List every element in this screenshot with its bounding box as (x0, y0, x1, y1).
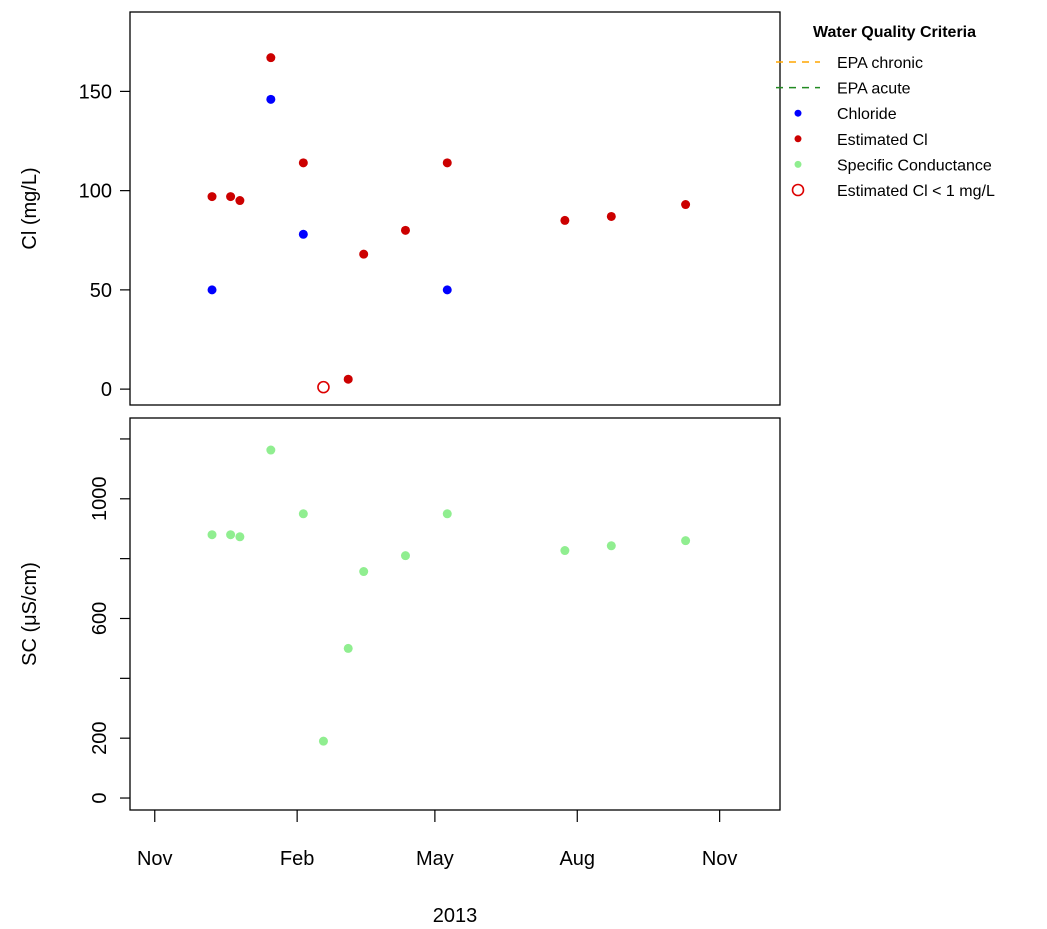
data-point (359, 249, 369, 259)
y-tick-label: 50 (90, 280, 112, 302)
data-point (359, 567, 369, 577)
x-axis-title: 2013 (433, 905, 478, 927)
legend-swatch-point (794, 109, 802, 117)
data-point-open (317, 380, 330, 394)
legend-label: Chloride (837, 106, 897, 123)
legend-label: EPA acute (837, 81, 911, 98)
data-point (681, 536, 691, 546)
y-tick-label: 1000 (89, 477, 111, 522)
x-tick-label: Nov (137, 848, 173, 870)
plot-frame (129, 11, 781, 406)
y-axis-title: Cl (mg/L) (19, 167, 41, 249)
legend-swatch-point (794, 160, 802, 168)
x-tick-label: Feb (280, 848, 314, 870)
legend-swatch-point (794, 135, 802, 143)
y-tick-label: 0 (101, 379, 112, 401)
data-point (681, 200, 691, 210)
data-point (207, 192, 217, 202)
data-point (266, 445, 276, 455)
y-tick-label: 200 (89, 721, 111, 754)
x-tick-label: Nov (702, 848, 738, 870)
legend-title: Water Quality Criteria (813, 24, 976, 41)
data-point (400, 551, 410, 561)
data-point (560, 546, 570, 556)
y-tick-label: 100 (79, 181, 112, 203)
data-point (442, 158, 452, 168)
data-point (442, 285, 452, 295)
data-point (298, 509, 308, 519)
data-point (235, 196, 245, 206)
data-point (318, 736, 328, 746)
data-point (207, 285, 217, 295)
data-point (298, 229, 308, 239)
data-point (560, 215, 570, 225)
plot-frame (129, 417, 781, 811)
x-tick-label: May (416, 848, 454, 870)
data-point (606, 211, 616, 221)
legend-label: EPA chronic (837, 55, 923, 72)
data-point (442, 509, 452, 519)
data-point (207, 530, 217, 540)
y-tick-label: 600 (89, 602, 111, 635)
data-point (343, 374, 353, 384)
data-point (266, 94, 276, 104)
data-point (343, 643, 353, 653)
legend-label: Specific Conductance (837, 157, 992, 174)
data-point (235, 532, 245, 542)
legend-label: Estimated Cl < 1 mg/L (837, 183, 995, 200)
data-point (226, 530, 236, 540)
y-axis-title: SC (μS/cm) (19, 562, 41, 666)
conductance-panel: 0 200 600 1000 SC (μS/cm) Nov Feb May Aug Nov 2013 (19, 417, 781, 927)
y-tick-label: 0 (89, 792, 111, 803)
data-point (226, 192, 236, 202)
chloride-panel: 0 50 100 150 Cl (mg/L) (19, 11, 781, 406)
legend-swatch-open-circle (791, 183, 805, 197)
y-tick-label: 150 (79, 81, 112, 103)
x-tick-label: Aug (559, 848, 595, 870)
data-point (400, 225, 410, 235)
legend-label: Estimated Cl (837, 132, 928, 149)
data-point (606, 541, 616, 551)
data-point (298, 158, 308, 168)
legend: Water Quality Criteria EPA chronic EPA acu… (776, 24, 995, 200)
data-point (266, 53, 276, 63)
